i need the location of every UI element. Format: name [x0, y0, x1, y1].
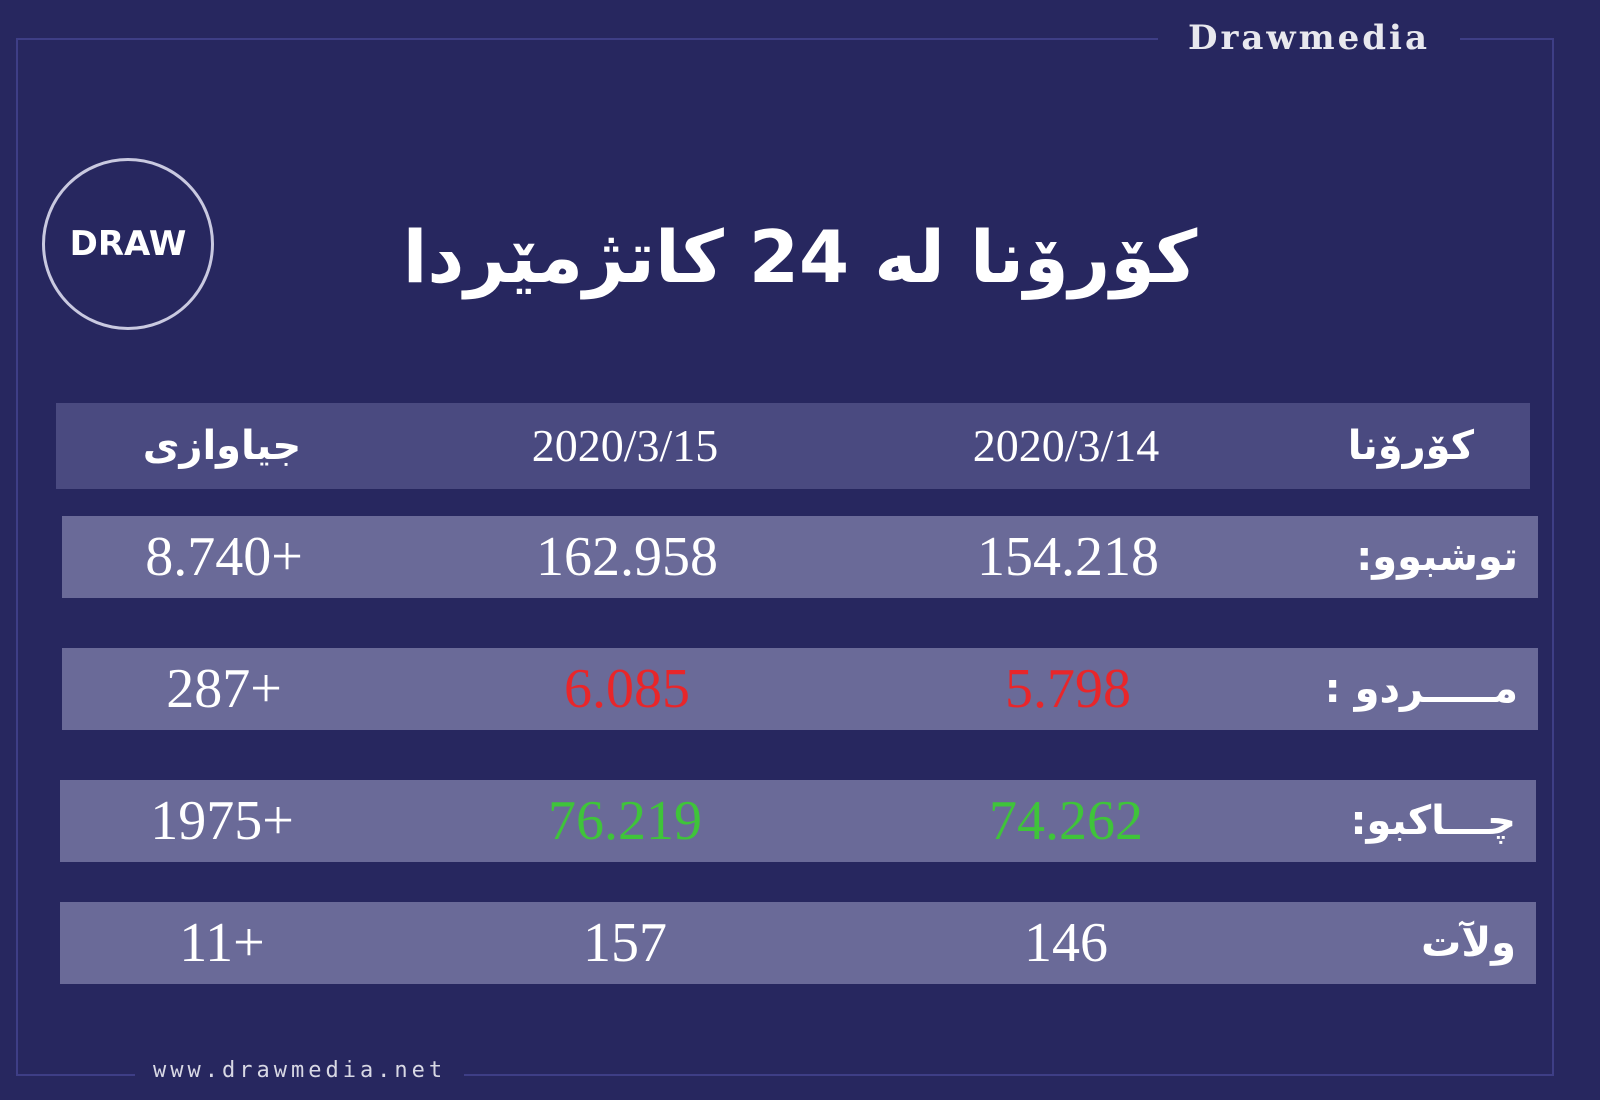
- row-value: 287+: [166, 658, 282, 720]
- table-row: مـــــردو : 5.798 6.085 287+: [62, 648, 1538, 730]
- header-row: کۆرۆنا 2020/3/14 2020/3/15 جیاوازی: [56, 403, 1530, 489]
- row-value: 146: [1024, 912, 1108, 974]
- row-value: 74.262: [989, 790, 1143, 852]
- row-label: چـــاکبو:: [1350, 798, 1516, 844]
- row-value: 76.219: [548, 790, 702, 852]
- table-row: ولآت 146 157 11+: [60, 902, 1536, 984]
- title: کۆرۆنا له 24 کاتژمێردا: [402, 215, 1198, 299]
- brand: Drawmedia: [1157, 18, 1460, 58]
- row-label: مـــــردو :: [1324, 666, 1518, 712]
- footer: www.drawmedia.net: [135, 1058, 465, 1083]
- table-row: چـــاکبو: 74.262 76.219 1975+: [60, 780, 1536, 862]
- row-value: 8.740+: [145, 526, 303, 588]
- row-label: ولآت: [1421, 920, 1516, 966]
- row-label: توشبوو:: [1356, 534, 1518, 580]
- header-cell: 2020/3/14: [972, 420, 1160, 471]
- row-value: 162.958: [536, 526, 718, 588]
- header-cell: کۆرۆنا: [1347, 423, 1474, 469]
- row-value: 5.798: [1005, 658, 1131, 720]
- header-cell: جیاوازی: [142, 423, 302, 469]
- row-value: 6.085: [564, 658, 690, 720]
- frame: [16, 38, 1554, 1076]
- row-value: 11+: [179, 912, 265, 974]
- header-cell: 2020/3/15: [531, 420, 719, 471]
- table-row: توشبوو: 154.218 162.958 8.740+: [62, 516, 1538, 598]
- row-value: 1975+: [150, 790, 294, 852]
- row-value: 157: [583, 912, 667, 974]
- logo: DRAW: [42, 158, 214, 330]
- row-value: 154.218: [977, 526, 1159, 588]
